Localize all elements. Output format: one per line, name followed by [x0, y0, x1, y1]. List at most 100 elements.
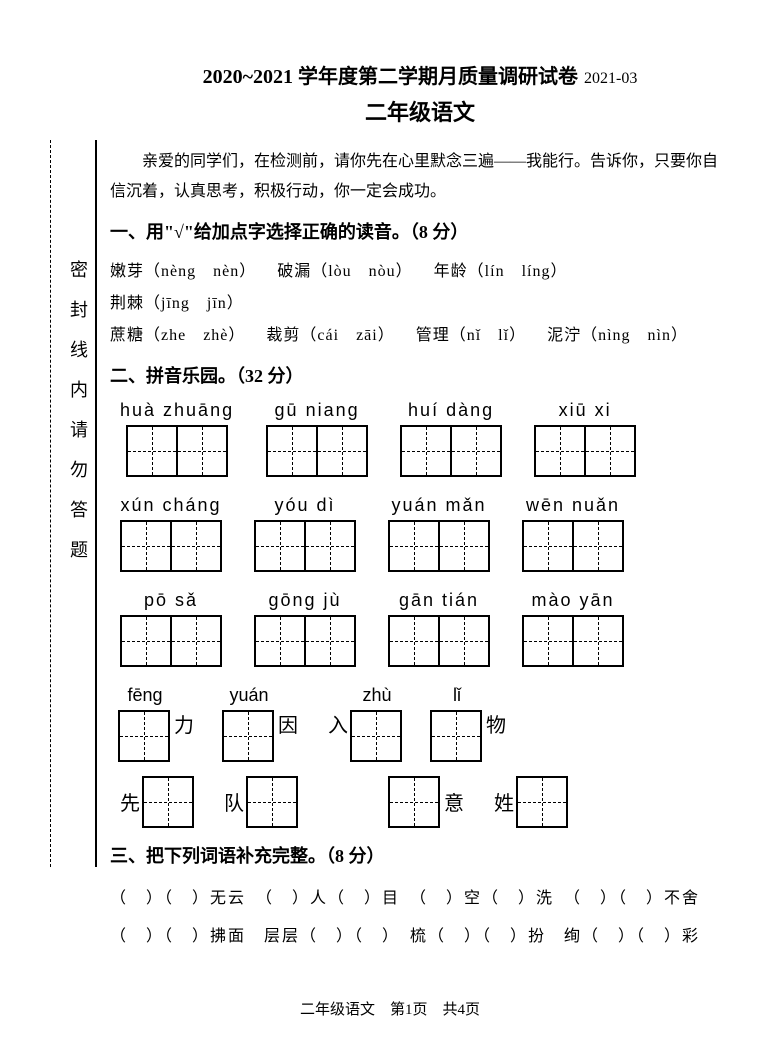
mixed-item: 先 [120, 776, 194, 828]
mixed-row-2: 先 队 意 姓 [120, 776, 730, 828]
pinyin-block: yóu dì [254, 495, 356, 572]
mixed-col: yuán [224, 685, 274, 762]
tianzige-pair [388, 615, 490, 667]
tianzige-cell[interactable] [522, 520, 574, 572]
tianzige-cell[interactable] [572, 520, 624, 572]
q1-item: 蔗糖（zhe zhè） [110, 327, 245, 344]
section1-title: 一、用"√"给加点字选择正确的读音。（8 分） [110, 218, 730, 244]
tianzige-cell[interactable] [222, 710, 274, 762]
pinyin-block: gū niang [266, 400, 368, 477]
pinyin-block: xiū xi [534, 400, 636, 477]
mixed-item: fēng 力 [120, 685, 194, 762]
section3-line2: （ ）（ ）拂面 层层（ ）（ ） 梳（ ）（ ）扮 绚（ ）（ ）彩 [110, 918, 730, 956]
tianzige-cell[interactable] [430, 710, 482, 762]
exam-header: 2020~2021 学年度第二学期月质量调研试卷 2021-03 二年级语文 [110, 60, 730, 127]
pinyin-block: yuán mǎn [388, 495, 490, 572]
char-beside: 力 [174, 709, 194, 738]
mixed-pinyin: zhù [362, 685, 391, 706]
pinyin-row: pō sǎ gōng jù gān tián mào yān [120, 590, 730, 667]
tianzige-cell[interactable] [400, 425, 452, 477]
mixed-item: 意 [388, 776, 464, 828]
pinyin-grid: huà zhuāng gū niang huí dàng xiū xi xún … [120, 400, 730, 828]
tianzige-cell[interactable] [534, 425, 586, 477]
pinyin-block: huà zhuāng [120, 400, 234, 477]
q1-item: 管理（nǐ lǐ） [416, 327, 526, 344]
tianzige-cell[interactable] [142, 776, 194, 828]
tianzige-cell[interactable] [388, 615, 440, 667]
q1-item: 泥泞（nìng nìn） [547, 327, 688, 344]
section3-title: 三、把下列词语补充完整。（8 分） [110, 842, 730, 868]
tianzige-cell[interactable] [170, 520, 222, 572]
binding-solid-line [95, 140, 97, 867]
pinyin-label: wēn nuǎn [526, 495, 620, 516]
tianzige-cell[interactable] [254, 615, 306, 667]
tianzige-cell[interactable] [304, 615, 356, 667]
tianzige-cell[interactable] [126, 425, 178, 477]
pinyin-label: gōng jù [268, 590, 341, 611]
mixed-pinyin: lǐ [453, 685, 461, 706]
pinyin-label: pō sǎ [144, 590, 198, 611]
binding-dash-line [50, 140, 51, 867]
tianzige-cell[interactable] [120, 615, 172, 667]
tianzige-cell[interactable] [450, 425, 502, 477]
tianzige-cell[interactable] [438, 520, 490, 572]
q1-item: 破漏（lòu nòu） [277, 263, 412, 280]
exam-title-main: 2020~2021 学年度第二学期月质量调研试卷 [203, 66, 578, 88]
binding-vertical-text: 密封线内请勿答题 [65, 260, 91, 580]
mixed-item: 队 [224, 776, 298, 828]
tianzige-pair [266, 425, 368, 477]
section1-line2: 蔗糖（zhe zhè） 裁剪（cái zāi） 管理（nǐ lǐ） 泥泞（nìn… [110, 320, 730, 352]
section2-title: 二、拼音乐园。（32 分） [110, 362, 730, 388]
pinyin-label: yuán mǎn [391, 495, 486, 516]
q1-item: 嫩芽（nèng nèn） [110, 263, 256, 280]
tianzige-pair [120, 520, 222, 572]
tianzige-pair [126, 425, 228, 477]
tianzige-cell[interactable] [438, 615, 490, 667]
mixed-col: zhù [352, 685, 402, 762]
char-beside: 队 [224, 787, 244, 816]
pinyin-label: xiū xi [559, 400, 612, 421]
mixed-item: 入 zhù [328, 685, 402, 762]
tianzige-cell[interactable] [388, 520, 440, 572]
mixed-item: 姓 [494, 776, 568, 828]
mixed-col: lǐ [432, 685, 482, 762]
tianzige-cell[interactable] [522, 615, 574, 667]
tianzige-cell[interactable] [266, 425, 318, 477]
tianzige-cell[interactable] [170, 615, 222, 667]
tianzige-cell[interactable] [572, 615, 624, 667]
tianzige-pair [254, 615, 356, 667]
tianzige-cell[interactable] [584, 425, 636, 477]
exam-date: 2021-03 [584, 70, 637, 87]
pinyin-label: mào yān [531, 590, 614, 611]
tianzige-cell[interactable] [316, 425, 368, 477]
mixed-item: lǐ 物 [432, 685, 506, 762]
tianzige-cell[interactable] [350, 710, 402, 762]
tianzige-cell[interactable] [120, 520, 172, 572]
exam-subtitle: 二年级语文 [110, 95, 730, 127]
tianzige-pair [522, 615, 624, 667]
char-beside: 入 [328, 709, 348, 738]
char-beside: 物 [486, 709, 506, 738]
tianzige-cell[interactable] [516, 776, 568, 828]
tianzige-pair [388, 520, 490, 572]
tianzige-pair [522, 520, 624, 572]
mixed-col: fēng [120, 685, 170, 762]
section1-line1: 嫩芽（nèng nèn） 破漏（lòu nòu） 年龄（lín líng） 荆棘… [110, 256, 730, 320]
tianzige-cell[interactable] [304, 520, 356, 572]
tianzige-cell[interactable] [246, 776, 298, 828]
tianzige-cell[interactable] [176, 425, 228, 477]
tianzige-pair [120, 615, 222, 667]
pinyin-label: xún cháng [120, 495, 221, 516]
pinyin-label: yóu dì [274, 495, 335, 516]
tianzige-cell[interactable] [254, 520, 306, 572]
tianzige-cell[interactable] [388, 776, 440, 828]
char-beside: 意 [444, 787, 464, 816]
char-beside: 姓 [494, 787, 514, 816]
char-beside: 先 [120, 787, 140, 816]
tianzige-cell[interactable] [118, 710, 170, 762]
pinyin-label: huí dàng [408, 400, 494, 421]
pinyin-block: huí dàng [400, 400, 502, 477]
pinyin-block: gān tián [388, 590, 490, 667]
pinyin-block: pō sǎ [120, 590, 222, 667]
pinyin-block: xún cháng [120, 495, 222, 572]
